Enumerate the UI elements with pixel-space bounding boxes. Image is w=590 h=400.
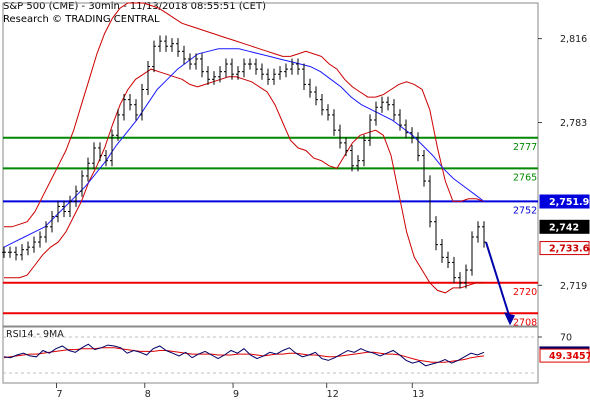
axes: 2,816 2,783 2,719 7 8 9 12 13 2,751.95 2,742 2,733… <box>56 34 590 400</box>
value-tag-box <box>539 219 590 234</box>
rsi-ma-line <box>3 347 485 363</box>
rsi-panel-title: RSI14 - 9MA <box>6 329 64 340</box>
x-tick-label: 8 <box>145 389 151 400</box>
price-panel: 2777 2765 2752 2720 2708 <box>2 2 538 328</box>
rsi-line <box>3 343 485 367</box>
bollinger-upper-line <box>4 2 485 228</box>
chart-copyright: Research © TRADING CENTRAL <box>3 14 160 25</box>
level-label-2752: 2752 <box>513 205 537 216</box>
rsi-value-tag-box <box>539 348 590 363</box>
value-tag-label: 2,742 <box>549 222 579 233</box>
level-label-2720: 2720 <box>513 287 537 298</box>
x-tick-label: 9 <box>233 389 239 400</box>
forecast-arrow-head <box>504 312 515 326</box>
x-tick-label: 7 <box>57 389 63 400</box>
value-tag-box <box>539 194 590 209</box>
price-y-tick-label: 2,719 <box>560 281 587 292</box>
value-tag-label: 2,733.64 <box>549 244 590 255</box>
value-tag-label: 2,751.95 <box>549 197 590 208</box>
rsi-panel-frame <box>2 326 539 384</box>
value-tag-box <box>539 241 590 256</box>
moving-average-line <box>3 48 485 248</box>
level-label-2777: 2777 <box>513 142 537 153</box>
rsi-value-tag-label: 49.3457 <box>549 351 590 362</box>
price-y-tick-label: 2,816 <box>560 34 587 45</box>
price-panel-frame <box>2 2 539 327</box>
x-tick-label: 13 <box>412 389 424 400</box>
forecast-arrow-line <box>485 241 511 319</box>
level-label-2708: 2708 <box>513 317 537 328</box>
x-tick-label: 12 <box>327 389 339 400</box>
bollinger-lower-line <box>4 68 484 294</box>
level-label-2765: 2765 <box>513 172 537 183</box>
price-y-tick-label: 2,783 <box>560 118 587 129</box>
rsi-y-tick-label: 70 <box>560 333 572 344</box>
rsi-panel <box>3 336 538 374</box>
chart-title: S&P 500 (CME) - 30min - 11/13/2018 08:55… <box>3 1 266 12</box>
